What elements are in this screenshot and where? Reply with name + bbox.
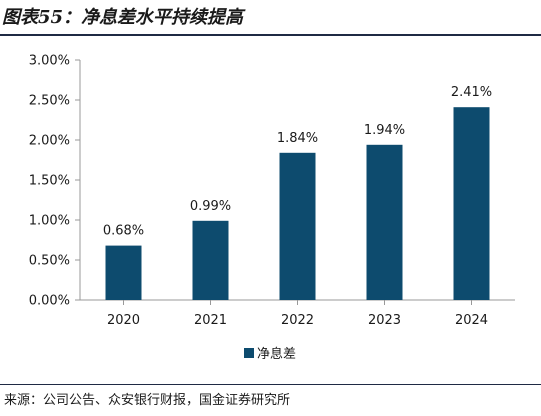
y-axis-ticks: 0.00% 0.50% 1.00% 1.50% 2.00% 2.50% 3.00% [29, 54, 80, 309]
chart-title: 图表55：净息差水平持续提高 [2, 7, 244, 28]
y-tick-label: 2.00% [29, 134, 70, 149]
bar-2024 [453, 107, 490, 300]
data-label-2022: 1.84% [277, 131, 318, 146]
y-tick-label: 3.00% [29, 54, 70, 69]
source-note: 来源：公司公告、众安银行财报，国金证券研究所 [4, 393, 291, 408]
legend-label: 净息差 [257, 346, 296, 362]
y-tick-label: 0.00% [29, 294, 70, 309]
x-tick-label: 2023 [368, 313, 401, 328]
x-tick-label: 2021 [194, 313, 227, 328]
bar-2023 [366, 144, 403, 300]
bars-group: 0.68% 2020 0.99% 2021 1.84% 2022 1.94% 2023 2.41… [103, 85, 492, 328]
x-tick-label: 2020 [107, 313, 140, 328]
legend: 净息差 [244, 346, 296, 362]
bar-2020 [105, 245, 142, 300]
data-label-2020: 0.68% [103, 224, 144, 239]
y-tick-label: 2.50% [29, 94, 70, 109]
legend-swatch [244, 348, 254, 358]
data-label-2024: 2.41% [451, 85, 492, 100]
bar-2021 [192, 220, 229, 300]
x-tick-label: 2022 [281, 313, 314, 328]
bar-2022 [279, 152, 316, 300]
source-divider [0, 384, 541, 385]
y-tick-label: 1.00% [29, 214, 70, 229]
x-tick-label: 2024 [455, 313, 488, 328]
y-tick-label: 1.50% [29, 174, 70, 189]
y-tick-label: 0.50% [29, 254, 70, 269]
data-label-2021: 0.99% [190, 199, 231, 214]
title-divider [0, 34, 541, 36]
data-label-2023: 1.94% [364, 123, 405, 138]
